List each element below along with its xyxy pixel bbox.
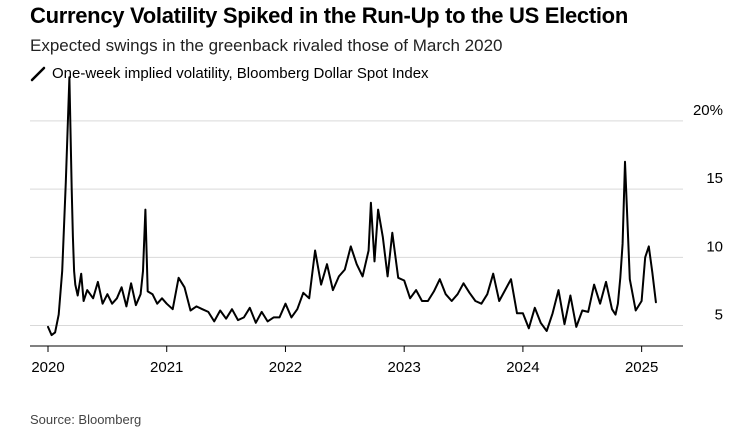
x-tick-label: 2023 <box>387 359 420 376</box>
x-tick-label: 2021 <box>150 359 183 376</box>
y-axis-labels: 5 10 15 20% <box>693 102 723 324</box>
x-tick-label: 2022 <box>269 359 302 376</box>
legend-label: One-week implied volatility, Bloomberg D… <box>52 65 429 82</box>
line-swatch-icon <box>30 66 46 81</box>
y-tick-label: 5 <box>715 307 723 324</box>
x-tick-label: 2020 <box>31 359 64 376</box>
x-tick-label: 2025 <box>625 359 658 376</box>
series <box>47 76 657 337</box>
source-note: Source: Bloomberg <box>30 412 142 427</box>
series-line-0 <box>47 76 657 337</box>
x-axis: 2020 2021 2022 2023 2024 2025 <box>30 345 683 376</box>
chart-subtitle: Expected swings in the greenback rivaled… <box>30 36 503 55</box>
gridlines <box>30 120 683 327</box>
chart-title: Currency Volatility Spiked in the Run-Up… <box>30 3 628 28</box>
legend: One-week implied volatility, Bloomberg D… <box>30 65 429 82</box>
y-tick-label: 20% <box>693 102 723 119</box>
x-tick-label: 2024 <box>506 359 539 376</box>
y-tick-label: 10 <box>706 238 723 255</box>
y-tick-label: 15 <box>706 170 723 187</box>
